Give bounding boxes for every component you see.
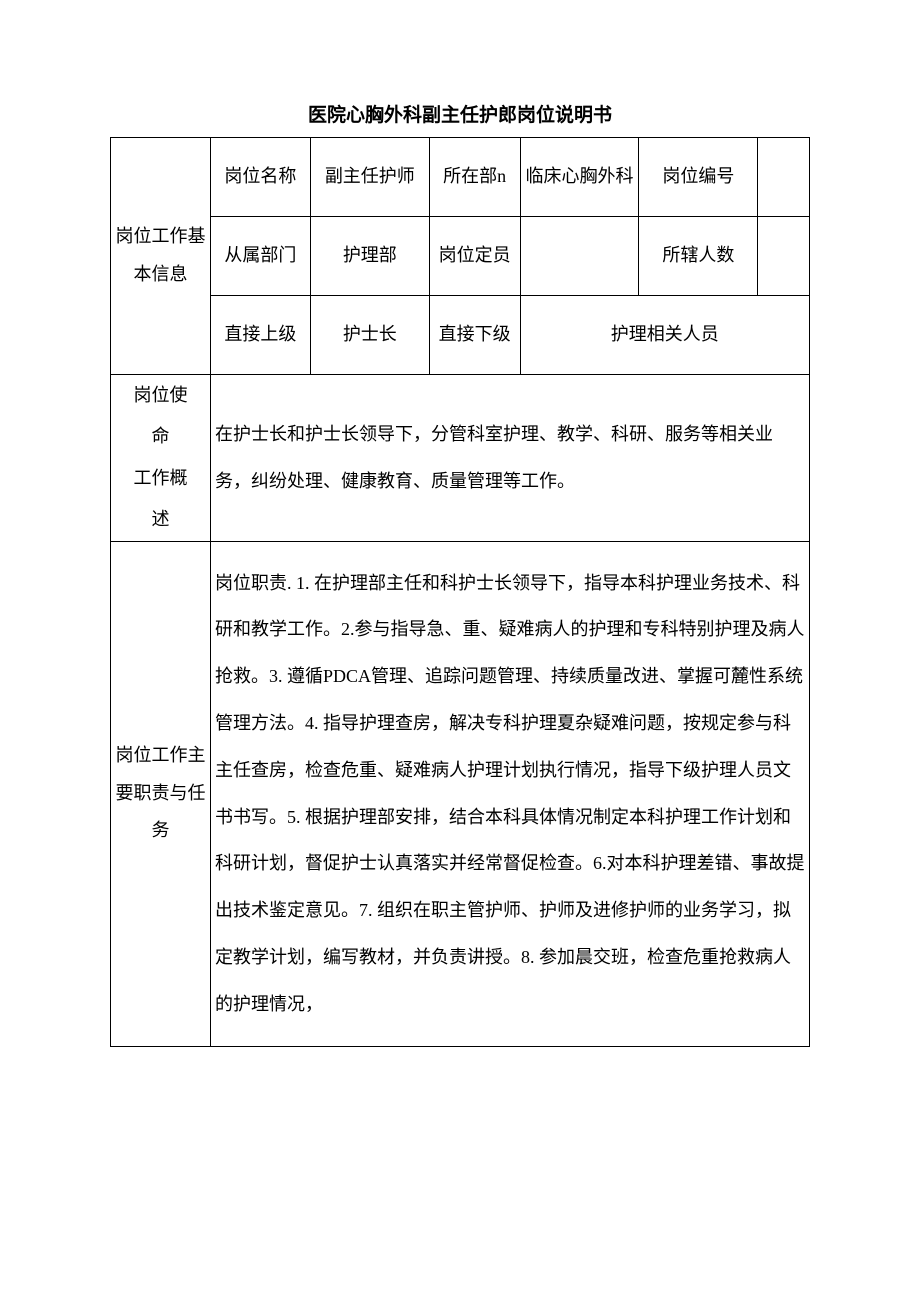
cell-subordinate-value: 护理相关人员 xyxy=(520,296,809,375)
cell-superior-value: 护士长 xyxy=(310,296,429,375)
mission-left-line3: 工作概 xyxy=(111,458,210,499)
cell-quota-label: 岗位定员 xyxy=(429,217,520,296)
cell-quota-value xyxy=(520,217,639,296)
cell-subordinate-label: 直接下级 xyxy=(429,296,520,375)
cell-position-code-label: 岗位编号 xyxy=(639,138,758,217)
cell-position-name-label: 岗位名称 xyxy=(210,138,310,217)
mission-content: 在护士长和护士长领导下，分管科室护理、教学、科研、服务等相关业务，纠纷处理、健康… xyxy=(210,375,809,542)
cell-position-code-value xyxy=(758,138,810,217)
section-label-duties: 岗位工作主要职责与任务 xyxy=(111,541,211,1046)
section-label-basic: 岗位工作基本信息 xyxy=(111,138,211,375)
cell-subdept-value: 护理部 xyxy=(310,217,429,296)
cell-dept-label: 所在部n xyxy=(429,138,520,217)
table-row: 岗位使 命 工作概 述 在护士长和护士长领导下，分管科室护理、教学、科研、服务等… xyxy=(111,375,810,542)
job-spec-table: 岗位工作基本信息 岗位名称 副主任护师 所在部n 临床心胸外科 岗位编号 从属部… xyxy=(110,137,810,1047)
duties-content: 岗位职责. 1. 在护理部主任和科护士长领导下，指导本科护理业务技术、科研和教学… xyxy=(210,541,809,1046)
mission-left-line2: 命 xyxy=(111,416,210,457)
table-row: 岗位工作主要职责与任务 岗位职责. 1. 在护理部主任和科护士长领导下，指导本科… xyxy=(111,541,810,1046)
cell-position-name-value: 副主任护师 xyxy=(310,138,429,217)
cell-subcount-value xyxy=(758,217,810,296)
section-label-mission: 岗位使 命 工作概 述 xyxy=(111,375,211,542)
cell-dept-value: 临床心胸外科 xyxy=(520,138,639,217)
mission-left-line4: 述 xyxy=(111,499,210,540)
document-page: 医院心胸外科副主任护郎岗位说明书 岗位工作基本信息 岗位名称 副主任护师 所在部… xyxy=(0,0,920,1087)
table-row: 从属部门 护理部 岗位定员 所辖人数 xyxy=(111,217,810,296)
table-row: 岗位工作基本信息 岗位名称 副主任护师 所在部n 临床心胸外科 岗位编号 xyxy=(111,138,810,217)
cell-subdept-label: 从属部门 xyxy=(210,217,310,296)
table-row: 直接上级 护士长 直接下级 护理相关人员 xyxy=(111,296,810,375)
document-title: 医院心胸外科副主任护郎岗位说明书 xyxy=(110,100,810,127)
cell-subcount-label: 所辖人数 xyxy=(639,217,758,296)
mission-left-line1: 岗位使 xyxy=(111,375,210,416)
cell-superior-label: 直接上级 xyxy=(210,296,310,375)
